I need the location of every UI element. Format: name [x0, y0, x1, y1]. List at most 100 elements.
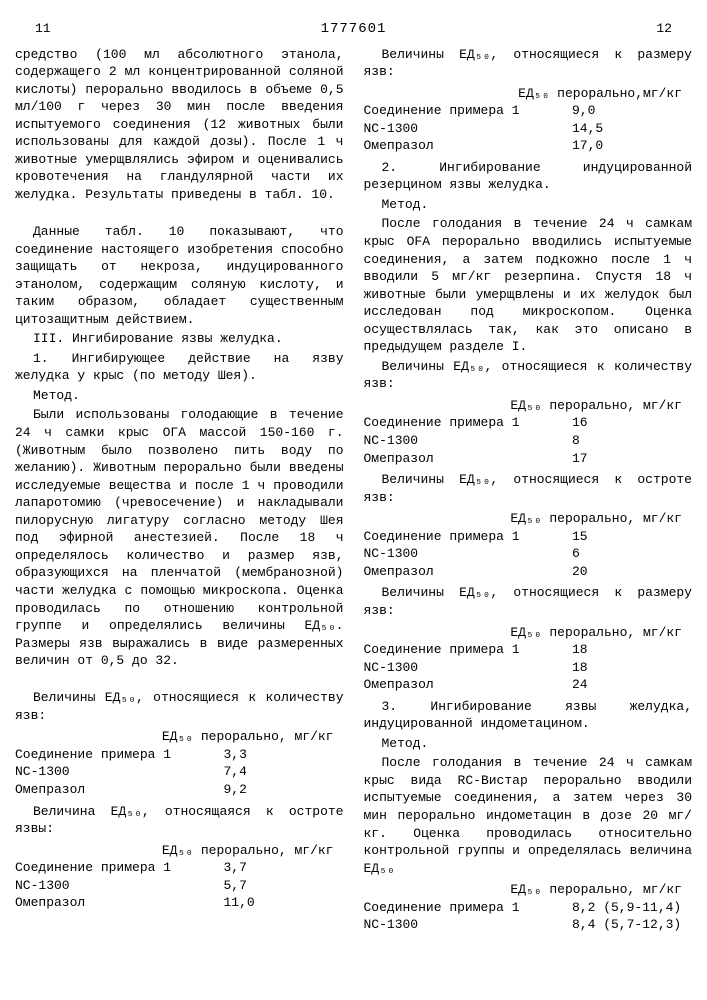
- right-column: Величины ЕД₅₀, относящиеся к размеру язв…: [364, 46, 693, 938]
- row-label: Омепразол: [364, 563, 563, 581]
- table-row: Соединение примера 1 8,2 (5,9-11,4): [364, 899, 693, 917]
- row-value: 20: [562, 563, 692, 581]
- row-label: Омепразол: [364, 676, 563, 694]
- table-row: Омепразол 11,0: [15, 894, 344, 912]
- row-label: Соединение примера 1: [364, 102, 563, 120]
- table-row: Соединение примера 1 18: [364, 641, 693, 659]
- row-value: 14,5: [562, 120, 692, 138]
- table-row: Соединение примера 1 3,3: [15, 746, 344, 764]
- row-value: 16: [562, 414, 692, 432]
- row-label: NC-1300: [364, 916, 563, 934]
- table-title: Величины ЕД₅₀, относящиеся к количеству …: [15, 689, 344, 724]
- paragraph: После голодания в течение 24 ч самкам кр…: [364, 754, 693, 877]
- table-row: NC-1300 18: [364, 659, 693, 677]
- row-value: 15: [562, 528, 692, 546]
- row-label: Соединение примера 1: [364, 414, 563, 432]
- table-row: NC-1300 8,4 (5,7-12,3): [364, 916, 693, 934]
- table-header: ЕД₅₀ перорально, мг/кг: [364, 510, 693, 528]
- row-label: Омепразол: [15, 781, 214, 799]
- row-value: 18: [562, 641, 692, 659]
- table-row: NC-1300 5,7: [15, 877, 344, 895]
- data-table: ЕД₅₀ перорально, мг/кг Соединение пример…: [15, 728, 344, 798]
- row-label: NC-1300: [15, 877, 214, 895]
- table-row: Омепразол 9,2: [15, 781, 344, 799]
- page-number-left: 11: [35, 20, 51, 38]
- paragraph: Данные табл. 10 показывают, что соединен…: [15, 223, 344, 328]
- table-row: Омепразол 17,0: [364, 137, 693, 155]
- table-header: ЕД₅₀ перорально, мг/кг: [364, 397, 693, 415]
- paragraph: 2. Ингибирование индуцированной резерцин…: [364, 159, 693, 194]
- data-table: ЕД₅₀ перорально, мг/кг Соединение пример…: [364, 624, 693, 694]
- table-row: Омепразол 24: [364, 676, 693, 694]
- row-label: NC-1300: [364, 659, 563, 677]
- table-row: NC-1300 6: [364, 545, 693, 563]
- row-value: 11,0: [214, 894, 344, 912]
- row-label: Соединение примера 1: [364, 899, 563, 917]
- page-number-right: 12: [656, 20, 672, 38]
- row-value: 6: [562, 545, 692, 563]
- paragraph: После голодания в течение 24 ч самкам кр…: [364, 215, 693, 355]
- table-row: Омепразол 17: [364, 450, 693, 468]
- row-label: Соединение примера 1: [364, 641, 563, 659]
- data-table: ЕД₅₀ перорально, мг/кг Соединение пример…: [364, 510, 693, 580]
- paragraph: средство (100 мл абсолютного этанола, со…: [15, 46, 344, 204]
- row-label: Соединение примера 1: [15, 746, 214, 764]
- row-label: NC-1300: [15, 763, 214, 781]
- table-row: Соединение примера 1 16: [364, 414, 693, 432]
- row-label: NC-1300: [364, 545, 563, 563]
- row-value: 3,3: [214, 746, 344, 764]
- row-value: 9,0: [562, 102, 692, 120]
- data-table: ЕД₅₀ перорально, мг/кг Соединение пример…: [364, 397, 693, 467]
- row-value: 9,2: [214, 781, 344, 799]
- paragraph: III. Ингибирование язвы желудка.: [15, 330, 344, 348]
- row-value: 5,7: [214, 877, 344, 895]
- table-row: Омепразол 20: [364, 563, 693, 581]
- table-row: NC-1300 8: [364, 432, 693, 450]
- row-value: 17: [562, 450, 692, 468]
- page: 11 1777601 12 средство (100 мл абсолютно…: [15, 20, 692, 938]
- row-label: NC-1300: [364, 120, 563, 138]
- paragraph: 3. Ингибирование язвы желудка, индуциров…: [364, 698, 693, 733]
- row-value: 3,7: [214, 859, 344, 877]
- row-label: Соединение примера 1: [364, 528, 563, 546]
- paragraph: Были использованы голодающие в течение 2…: [15, 406, 344, 669]
- table-header: ЕД₅₀ перорально, мг/кг: [364, 624, 693, 642]
- table-row: Соединение примера 1 15: [364, 528, 693, 546]
- table-title: Величины ЕД₅₀, относящиеся к количеству …: [364, 358, 693, 393]
- text-columns: средство (100 мл абсолютного этанола, со…: [15, 46, 692, 938]
- row-label: Омепразол: [15, 894, 214, 912]
- paragraph: 1. Ингибирующее действие на язву желудка…: [15, 350, 344, 385]
- row-value: 18: [562, 659, 692, 677]
- table-row: NC-1300 7,4: [15, 763, 344, 781]
- page-header: 11 1777601 12: [15, 20, 692, 38]
- table-header: ЕД₅₀ перорально, мг/кг: [364, 881, 693, 899]
- row-label: NC-1300: [364, 432, 563, 450]
- row-label: Соединение примера 1: [15, 859, 214, 877]
- data-table: ЕД₅₀ перорально, мг/кг Соединение пример…: [364, 881, 693, 934]
- table-title: Величины ЕД₅₀, относящиеся к размеру язв…: [364, 584, 693, 619]
- table-row: NC-1300 14,5: [364, 120, 693, 138]
- row-value: 8,2 (5,9-11,4): [562, 899, 692, 917]
- left-column: средство (100 мл абсолютного этанола, со…: [15, 46, 344, 938]
- table-title: Величина ЕД₅₀, относящаяся к остроте язв…: [15, 803, 344, 838]
- row-value: 8,4 (5,7-12,3): [562, 916, 692, 934]
- paragraph: Метод.: [364, 196, 693, 214]
- document-number: 1777601: [321, 20, 387, 39]
- table-row: Соединение примера 1 3,7: [15, 859, 344, 877]
- row-value: 7,4: [214, 763, 344, 781]
- table-title: Величины ЕД₅₀, относящиеся к остроте язв…: [364, 471, 693, 506]
- table-row: Соединение примера 1 9,0: [364, 102, 693, 120]
- data-table: ЕД₅₀ перорально, мг/кг Соединение пример…: [15, 842, 344, 912]
- row-label: Омепразол: [364, 450, 563, 468]
- row-value: 8: [562, 432, 692, 450]
- table-header: ЕД₅₀ перорально, мг/кг: [15, 842, 344, 860]
- row-label: Омепразол: [364, 137, 563, 155]
- table-header: ЕД₅₀ перорально,мг/кг: [364, 85, 693, 103]
- table-title: Величины ЕД₅₀, относящиеся к размеру язв…: [364, 46, 693, 81]
- paragraph: Метод.: [364, 735, 693, 753]
- row-value: 24: [562, 676, 692, 694]
- row-value: 17,0: [562, 137, 692, 155]
- data-table: ЕД₅₀ перорально,мг/кг Соединение примера…: [364, 85, 693, 155]
- paragraph: Метод.: [15, 387, 344, 405]
- table-header: ЕД₅₀ перорально, мг/кг: [15, 728, 344, 746]
